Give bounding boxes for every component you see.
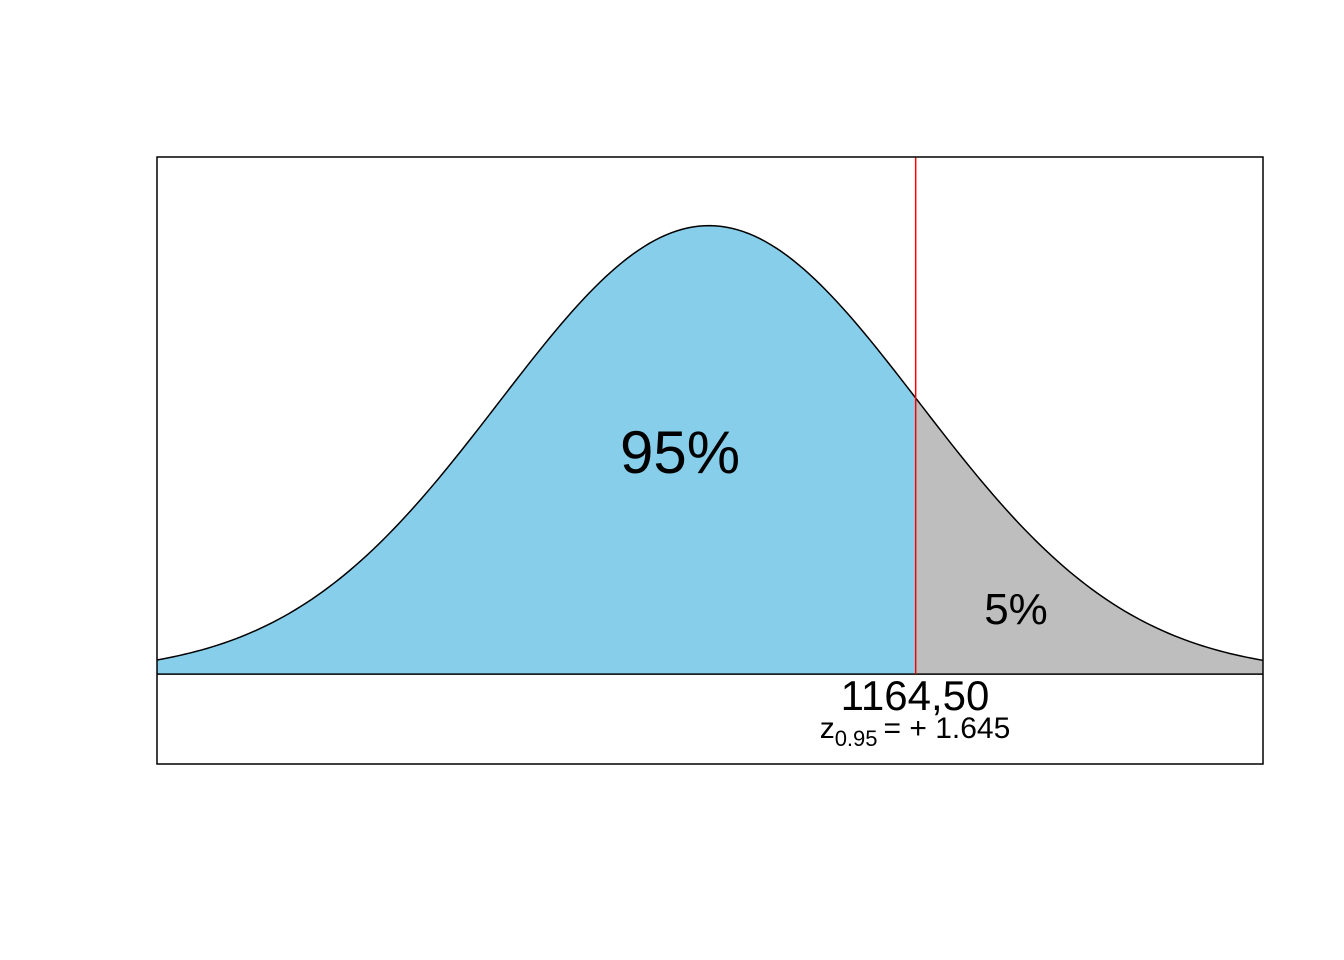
plot-frame — [156, 156, 1264, 765]
z-value: = + 1.645 — [884, 712, 1011, 745]
area-label: 5% — [984, 585, 1048, 634]
cutoff-label: 1164,50 — [841, 672, 990, 719]
z-label: z0.95 = + 1.645 — [820, 712, 1011, 751]
area — [157, 225, 916, 675]
density-curve — [156, 224, 1264, 662]
area — [915, 398, 1263, 675]
area-label: 95% — [620, 419, 740, 486]
z-symbol: z — [820, 712, 835, 745]
z-subscript: 0.95 — [835, 726, 878, 751]
